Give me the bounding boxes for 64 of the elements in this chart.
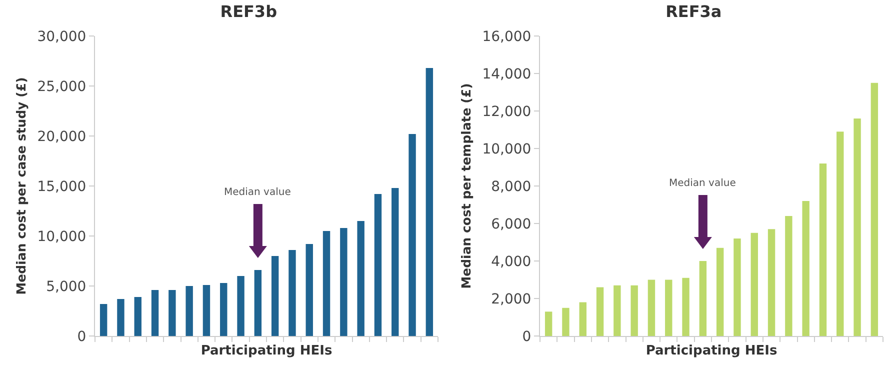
bar [614, 285, 621, 336]
annotation: Median value [669, 178, 736, 189]
chart-title: REF3b [220, 2, 278, 21]
bar [750, 232, 758, 336]
bar [768, 229, 776, 336]
x-axis-title: Participating HEIs [200, 344, 332, 359]
y-tick-label: 0 [77, 328, 86, 345]
bar [151, 290, 159, 336]
bar [100, 304, 108, 336]
y-tick-label: 6,000 [491, 216, 532, 232]
chart-title: REF3a [666, 2, 722, 21]
bar [220, 283, 228, 336]
bar [579, 302, 586, 336]
y-tick-label: 20,000 [37, 128, 86, 145]
bar [186, 286, 193, 336]
bar [734, 238, 741, 336]
bar [288, 250, 296, 336]
bar [596, 287, 604, 336]
y-axis-title: Median cost per template (£) [458, 83, 474, 289]
bar [544, 312, 552, 336]
bar [271, 256, 279, 336]
bar [716, 248, 724, 336]
bar [168, 290, 176, 336]
bar [870, 82, 878, 336]
bar [785, 216, 792, 336]
y-tick-label: 30,000 [37, 28, 86, 45]
bar [836, 132, 844, 336]
bar [408, 134, 416, 336]
bar [562, 308, 570, 336]
y-tick-label: 2,000 [491, 291, 532, 308]
bar [322, 231, 330, 336]
bar [134, 297, 142, 336]
bar [630, 285, 638, 336]
y-tick-label: 10,000 [482, 141, 532, 158]
y-tick-label: 14,000 [482, 66, 532, 82]
bar [340, 228, 348, 336]
bar [117, 299, 124, 336]
bar [802, 201, 810, 336]
y-tick-label: 8,000 [491, 178, 532, 195]
x-axis-title: Participating HEIs [646, 344, 778, 359]
bar [374, 194, 382, 336]
bar [202, 285, 210, 336]
bar [254, 270, 262, 336]
y-tick-label: 4,000 [491, 254, 532, 270]
y-tick-label: 15,000 [37, 178, 86, 195]
annotation: Median value [224, 187, 291, 198]
bar [699, 261, 707, 336]
bar [819, 164, 827, 336]
y-tick-label: 16,000 [482, 28, 532, 45]
bar [682, 278, 690, 336]
bar [306, 244, 313, 336]
bar [854, 118, 861, 336]
bar [392, 188, 399, 336]
y-tick-label: 12,000 [482, 104, 532, 120]
bar [665, 280, 672, 336]
bar [237, 276, 244, 336]
bar [426, 68, 434, 336]
bar [357, 221, 364, 336]
y-tick-label: 25,000 [37, 78, 86, 95]
y-tick-label: 5,000 [46, 278, 86, 295]
y-tick-label: 0 [522, 328, 532, 345]
y-tick-label: 10,000 [37, 228, 86, 245]
bar [648, 280, 656, 336]
y-axis-title: Median cost per case study (£) [13, 77, 28, 295]
